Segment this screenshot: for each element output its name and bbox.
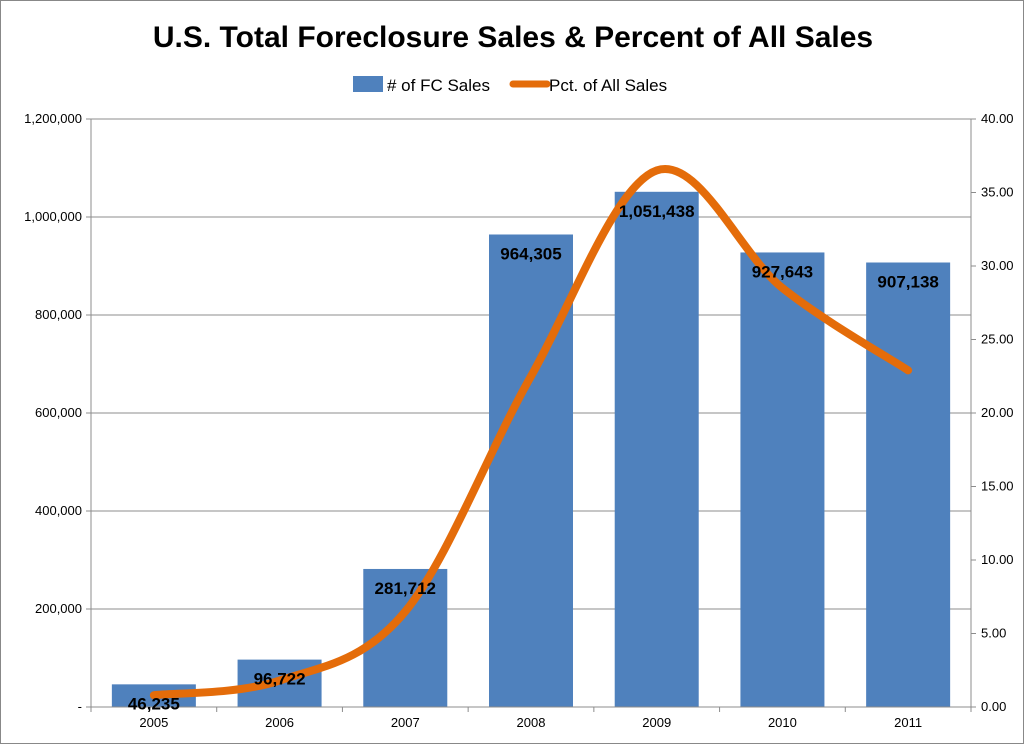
left-tick-label: 400,000 (35, 503, 82, 518)
bar-data-label: 96,722 (254, 670, 306, 689)
bar-data-label: 281,712 (375, 579, 436, 598)
bar-data-label: 927,643 (752, 262, 813, 281)
x-tick-label: 2006 (265, 715, 294, 730)
x-tick-label: 2007 (391, 715, 420, 730)
right-tick-label: 20.00 (981, 405, 1014, 420)
left-tick-label: 600,000 (35, 405, 82, 420)
left-tick-label: 1,200,000 (24, 111, 82, 126)
right-tick-label: 10.00 (981, 552, 1014, 567)
x-tick-label: 2010 (768, 715, 797, 730)
right-tick-label: 15.00 (981, 479, 1014, 494)
right-tick-label: 25.00 (981, 332, 1014, 347)
legend: # of FC Sales Pct. of All Sales (353, 76, 667, 95)
right-tick-label: 0.00 (981, 699, 1006, 714)
left-tick-label: - (78, 699, 82, 714)
bar-data-label: 907,138 (877, 273, 938, 292)
right-tick-label: 5.00 (981, 626, 1006, 641)
bar-data-label: 46,235 (128, 694, 180, 713)
bar-data-label: 1,051,438 (619, 202, 695, 221)
right-tick-label: 30.00 (981, 258, 1014, 273)
x-tick-label: 2005 (139, 715, 168, 730)
left-tick-label: 1,000,000 (24, 209, 82, 224)
bar-2011 (866, 263, 950, 707)
legend-label-pct-sales: Pct. of All Sales (549, 76, 667, 95)
left-tick-label: 800,000 (35, 307, 82, 322)
x-tick-label: 2008 (517, 715, 546, 730)
x-tick-label: 2009 (642, 715, 671, 730)
legend-swatch-fc-sales (353, 76, 383, 92)
left-tick-label: 200,000 (35, 601, 82, 616)
bar-2009 (615, 192, 699, 707)
legend-label-fc-sales: # of FC Sales (387, 76, 490, 95)
bar-2008 (489, 234, 573, 707)
x-tick-label: 2011 (894, 715, 922, 730)
bar-2010 (740, 252, 824, 707)
bar-series (112, 192, 950, 707)
right-tick-label: 35.00 (981, 185, 1014, 200)
x-axis-ticks: 2005 2006 2007 2008 2009 2010 2011 (91, 707, 971, 730)
right-axis-ticks: 0.00 5.00 10.00 15.00 20.00 25.00 30.00 35.00 40… (971, 111, 1014, 714)
bar-data-label: 964,305 (500, 244, 561, 263)
left-axis-ticks: - 200,000 400,000 600,000 800,000 1,000,000 1,… (24, 111, 91, 714)
right-tick-label: 40.00 (981, 111, 1014, 126)
chart-title: U.S. Total Foreclosure Sales & Percent o… (153, 21, 873, 54)
